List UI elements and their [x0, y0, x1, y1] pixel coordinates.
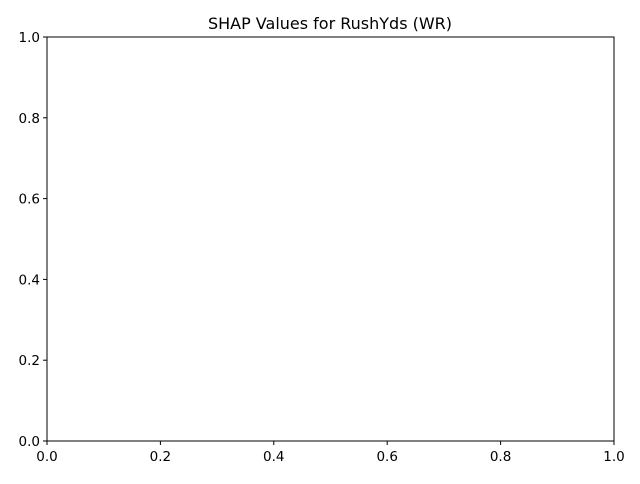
plot-area	[46, 36, 615, 442]
y-tick-label: 0.0	[19, 434, 40, 450]
x-tick-label: 0.2	[150, 449, 171, 465]
y-tick-label: 0.4	[19, 272, 40, 288]
x-tick-label: 0.8	[490, 449, 511, 465]
y-tick-label: 0.6	[19, 192, 40, 208]
y-tick-label: 1.0	[19, 30, 40, 46]
y-axis: 0.0 0.2 0.4 0.6 0.8 1.0	[19, 30, 47, 450]
x-tick-label: 1.0	[603, 449, 624, 465]
x-tick-label: 0.0	[36, 449, 57, 465]
x-axis: 0.0 0.2 0.4 0.6 0.8 1.0	[36, 441, 625, 465]
x-tick-label: 0.6	[376, 449, 397, 465]
chart-title: SHAP Values for RushYds (WR)	[208, 14, 452, 33]
y-tick-label: 0.8	[19, 111, 40, 127]
x-tick-label: 0.4	[263, 449, 284, 465]
y-tick-label: 0.2	[19, 353, 40, 369]
